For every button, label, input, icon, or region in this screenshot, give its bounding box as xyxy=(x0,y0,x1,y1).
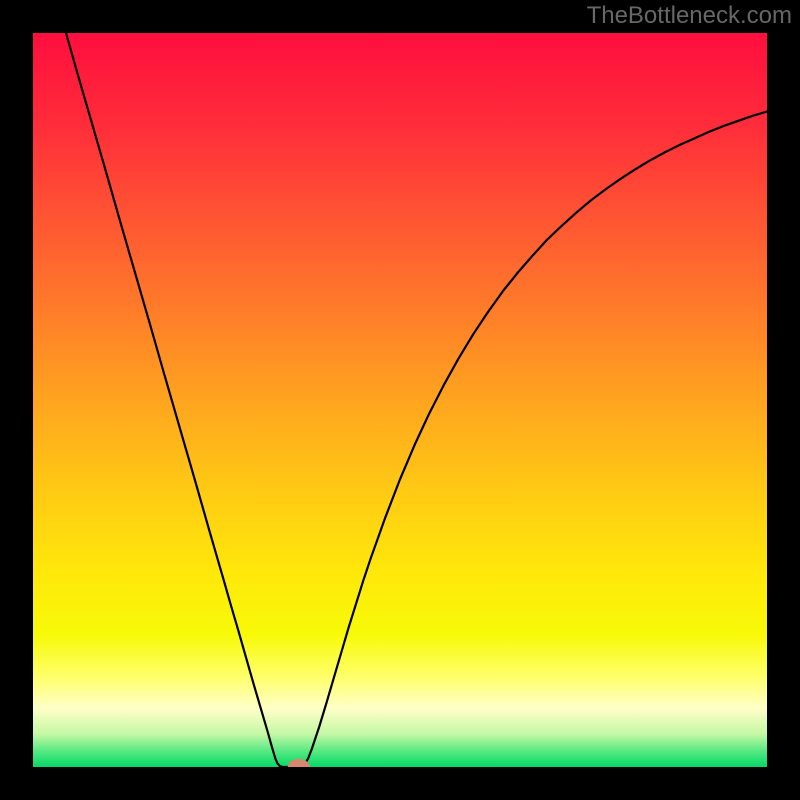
chart-frame: TheBottleneck.com xyxy=(0,0,800,800)
chart-background xyxy=(33,33,767,767)
watermark-text: TheBottleneck.com xyxy=(587,2,792,30)
bottleneck-curve-chart xyxy=(33,33,767,767)
